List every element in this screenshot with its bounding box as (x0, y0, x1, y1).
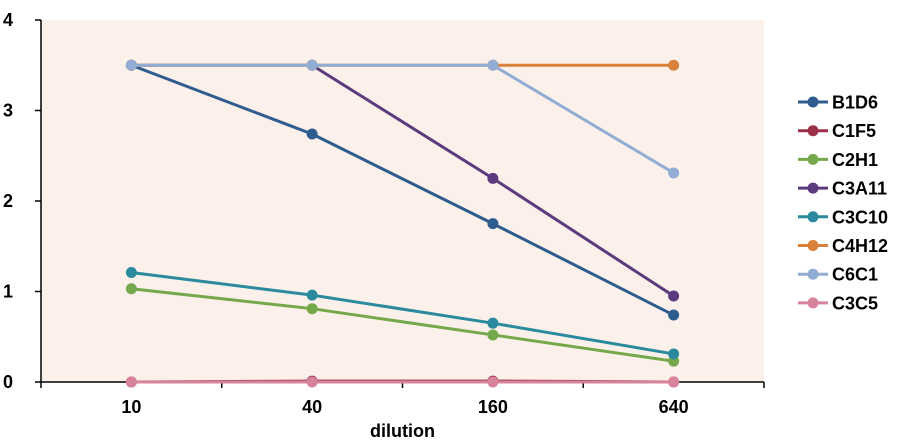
legend-item: B1D6 (798, 93, 878, 113)
legend-swatch-marker (807, 211, 819, 223)
data-point (306, 128, 318, 140)
legend-item: C3C10 (798, 207, 888, 227)
data-point (668, 167, 680, 179)
data-point (487, 172, 499, 184)
legend-item: C4H12 (798, 236, 888, 256)
data-point (125, 376, 137, 388)
legend-swatch-marker (807, 182, 819, 194)
series-c3c10 (125, 266, 680, 360)
legend-item: C6C1 (798, 265, 878, 285)
legend-item: C3C5 (798, 293, 878, 313)
legend-label: C3C10 (832, 207, 888, 227)
series-line (130, 63, 675, 317)
plot-background (41, 20, 764, 382)
series-line (131, 63, 675, 175)
legend-label: B1D6 (832, 93, 878, 113)
series-c3c5 (125, 376, 680, 388)
data-point (668, 309, 680, 321)
data-point (487, 376, 499, 388)
y-axis: 0 1 2 3 4 (3, 10, 42, 392)
legend-label: C4H12 (832, 236, 888, 256)
legend-item: C2H1 (798, 150, 878, 170)
data-point (668, 376, 680, 388)
legend: B1D6 C1F5 C2H1 C3A11 C3C10 C4H12 C6C1 C3C5 (798, 93, 888, 313)
data-point (487, 329, 499, 341)
data-point (306, 376, 318, 388)
data-point (306, 59, 318, 71)
series-lines (125, 59, 680, 388)
data-point (306, 289, 318, 301)
x-tick-label: 40 (302, 397, 322, 417)
x-tick-label: 10 (121, 397, 141, 417)
data-point (125, 59, 137, 71)
data-point (125, 283, 137, 295)
data-point (487, 59, 499, 71)
series-line (131, 287, 674, 363)
data-point (306, 303, 318, 315)
data-point (668, 290, 680, 302)
x-axis-title: dilution (370, 421, 435, 441)
legend-swatch-marker (807, 125, 819, 137)
data-point (487, 317, 499, 329)
data-point (487, 218, 499, 230)
y-tick-label: 3 (3, 101, 13, 121)
x-tick-label: 160 (478, 397, 508, 417)
legend-label: C6C1 (832, 265, 878, 285)
legend-label: C3C5 (832, 293, 878, 313)
legend-swatch-marker (807, 96, 819, 108)
y-tick-label: 1 (3, 282, 13, 302)
y-tick-label: 0 (3, 372, 13, 392)
legend-item: C3A11 (798, 179, 887, 199)
series-c6c1 (125, 59, 680, 179)
legend-label: C1F5 (832, 121, 876, 141)
x-axis: 10 40 160 640 (40, 381, 765, 417)
legend-swatch-marker (807, 297, 819, 309)
legend-item: C1F5 (798, 121, 876, 141)
legend-swatch-marker (807, 240, 819, 251)
data-point (668, 348, 680, 360)
series-line (131, 271, 674, 356)
legend-swatch-marker (807, 153, 819, 165)
data-point (668, 59, 680, 71)
x-tick-label: 640 (659, 397, 689, 417)
y-tick-label: 2 (3, 191, 13, 211)
legend-label: C3A11 (832, 179, 887, 199)
series-c2h1 (125, 283, 680, 367)
legend-label: C2H1 (832, 150, 878, 170)
legend-swatch-marker (807, 268, 819, 280)
y-tick-label: 4 (3, 10, 13, 30)
data-point (125, 266, 137, 278)
